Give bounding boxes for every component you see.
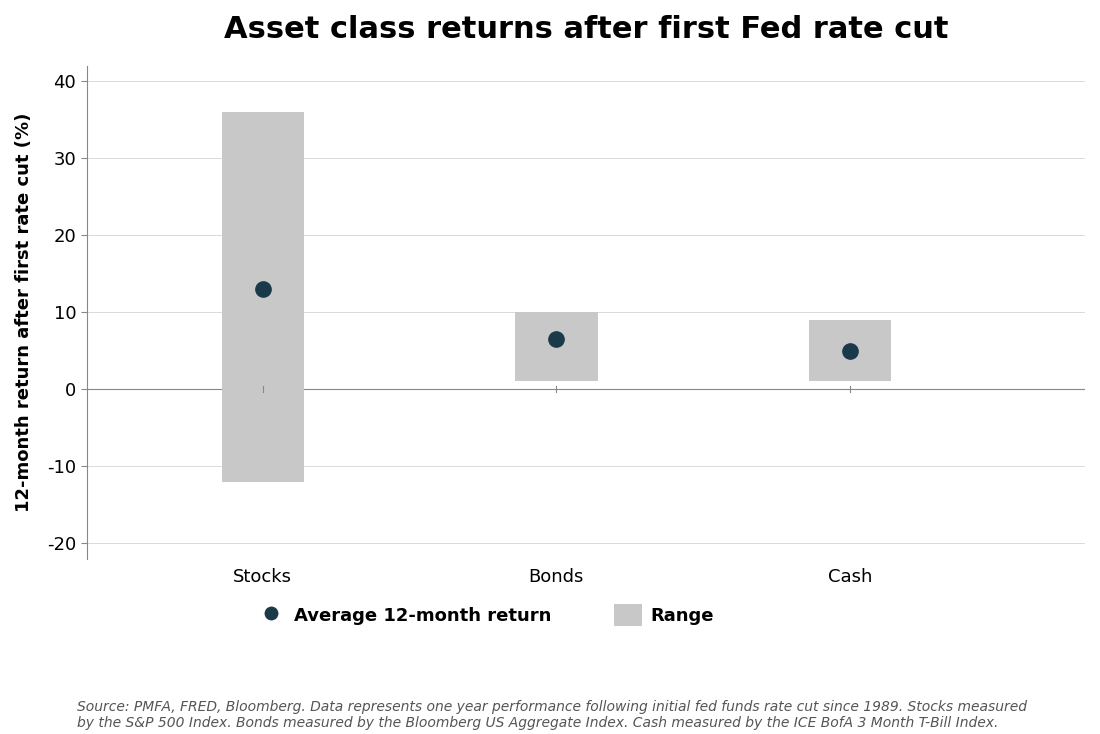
Bar	[221, 112, 304, 482]
Bar	[808, 320, 891, 382]
Legend: Average 12-month return, Range: Average 12-month return, Range	[251, 597, 722, 633]
Text: Source: PMFA, FRED, Bloomberg. Data represents one year performance following in: Source: PMFA, FRED, Bloomberg. Data repr…	[77, 700, 1027, 730]
Bar	[515, 312, 597, 382]
Y-axis label: 12-month return after first rate cut (%): 12-month return after first rate cut (%)	[15, 112, 33, 512]
Title: Asset class returns after first Fed rate cut: Asset class returns after first Fed rate…	[223, 15, 948, 44]
